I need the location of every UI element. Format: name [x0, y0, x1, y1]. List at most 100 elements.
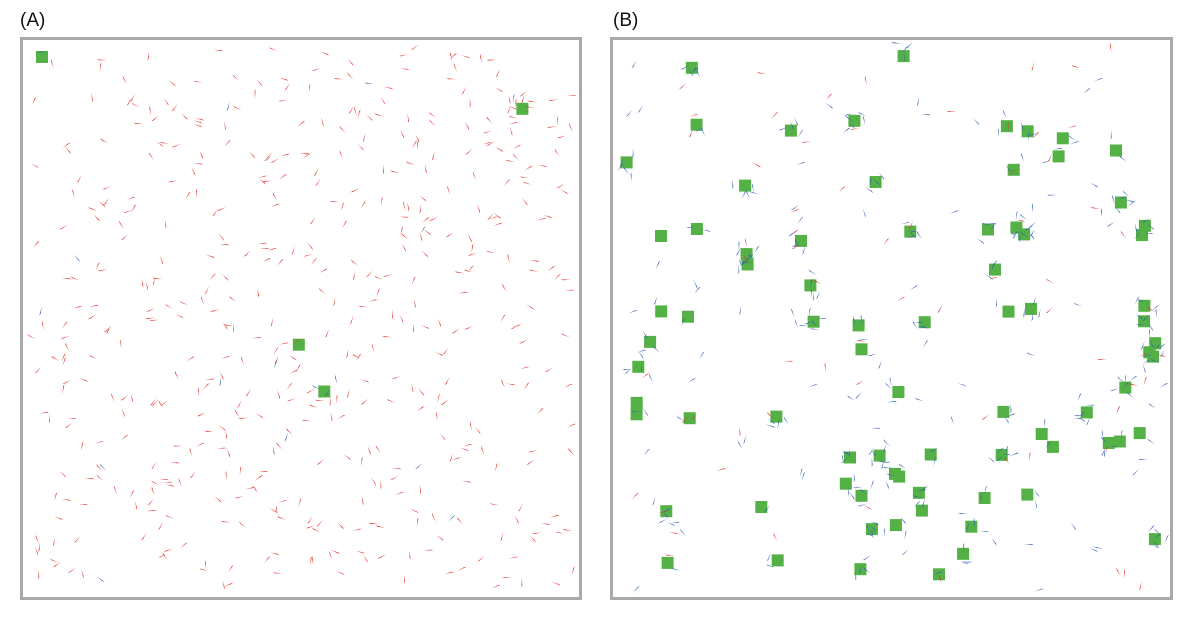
red-agent-icon	[824, 362, 826, 373]
blue-agent-icon	[680, 528, 687, 537]
red-agent-icon	[883, 237, 890, 246]
red-agent-icon	[528, 269, 539, 272]
red-agent-icon	[375, 445, 382, 454]
red-agent-icon	[506, 383, 516, 386]
red-agent-icon	[350, 188, 360, 193]
red-agent-icon	[446, 78, 456, 80]
blue-agent-icon	[763, 504, 771, 513]
green-patch	[915, 504, 928, 517]
red-agent-icon	[501, 379, 505, 389]
red-agent-icon	[657, 511, 668, 513]
red-agent-icon	[529, 260, 540, 263]
red-agent-icon	[517, 503, 524, 512]
red-agent-icon	[331, 550, 340, 555]
red-agent-icon	[61, 321, 69, 329]
green-patch	[892, 386, 905, 398]
green-patch	[661, 556, 674, 569]
blue-agent-icon	[1148, 402, 1156, 409]
red-agent-icon	[225, 470, 227, 481]
blue-agent-icon	[1157, 343, 1166, 351]
blue-agent-icon	[858, 338, 869, 341]
blue-agent-icon	[73, 254, 80, 262]
red-agent-icon	[278, 99, 288, 102]
red-agent-icon	[376, 288, 380, 298]
red-agent-icon	[258, 178, 266, 185]
red-agent-icon	[362, 554, 368, 563]
red-agent-icon	[318, 287, 326, 295]
red-agent-icon	[94, 441, 105, 444]
blue-agent-icon	[1155, 308, 1157, 319]
blue-agent-icon	[995, 298, 997, 308]
blue-agent-icon	[693, 280, 698, 290]
blue-agent-icon	[857, 503, 867, 507]
blue-agent-icon	[976, 238, 985, 245]
red-agent-icon	[514, 515, 519, 525]
red-agent-icon	[423, 549, 434, 551]
blue-agent-icon	[813, 291, 814, 301]
red-agent-icon	[771, 111, 779, 119]
red-agent-icon	[347, 72, 354, 80]
blue-agent-icon	[738, 240, 740, 251]
blue-agent-icon	[623, 166, 629, 175]
blue-agent-icon	[637, 104, 644, 114]
red-agent-icon	[486, 116, 493, 124]
blue-agent-icon	[910, 231, 917, 240]
red-agent-icon	[394, 492, 405, 496]
red-agent-icon	[403, 201, 406, 211]
blue-agent-icon	[808, 307, 811, 318]
red-agent-icon	[487, 212, 494, 221]
green-patch	[755, 501, 768, 513]
red-agent-icon	[1015, 219, 1026, 222]
red-agent-icon	[458, 291, 468, 294]
green-patch	[1007, 163, 1020, 176]
red-agent-icon	[424, 164, 427, 174]
blue-agent-icon	[799, 467, 803, 478]
red-agent-icon	[346, 348, 349, 359]
red-agent-icon	[564, 289, 575, 291]
blue-agent-icon	[884, 527, 885, 538]
blue-agent-icon	[917, 489, 927, 492]
blue-agent-icon	[1127, 200, 1136, 207]
red-agent-icon	[316, 458, 325, 465]
red-agent-icon	[399, 216, 409, 218]
blue-agent-icon	[361, 456, 363, 467]
red-agent-icon	[1007, 122, 1009, 132]
green-patch	[740, 248, 753, 261]
green-patch	[1143, 346, 1156, 359]
blue-agent-icon	[1019, 213, 1028, 220]
red-agent-icon	[678, 82, 687, 90]
blue-agent-icon	[933, 571, 943, 575]
blue-agent-icon	[1149, 340, 1154, 349]
red-agent-icon	[277, 515, 286, 520]
blue-agent-icon	[1047, 194, 1057, 196]
red-agent-icon	[495, 146, 504, 153]
green-patch	[855, 489, 868, 502]
red-agent-icon	[297, 120, 306, 127]
red-agent-icon	[404, 574, 406, 585]
green-patch	[989, 263, 1001, 276]
red-agent-icon	[232, 74, 240, 82]
blue-agent-icon	[1006, 413, 1016, 418]
red-agent-icon	[291, 246, 295, 256]
red-agent-icon	[365, 270, 373, 278]
blue-agent-icon	[980, 490, 983, 500]
red-agent-icon	[390, 170, 400, 174]
red-agent-icon	[515, 98, 517, 109]
red-agent-icon	[279, 77, 289, 81]
blue-agent-icon	[863, 115, 866, 126]
red-agent-icon	[309, 216, 316, 225]
red-agent-icon	[280, 153, 290, 157]
red-agent-icon	[60, 335, 70, 339]
blue-agent-icon	[752, 183, 754, 193]
blue-agent-icon	[1164, 534, 1169, 544]
red-agent-icon	[500, 314, 506, 323]
red-agent-icon	[329, 550, 333, 561]
red-agent-icon	[825, 93, 833, 101]
red-agent-icon	[544, 367, 554, 373]
blue-agent-icon	[809, 328, 820, 330]
red-agent-icon	[198, 387, 200, 398]
blue-agent-icon	[808, 269, 817, 275]
blue-agent-icon	[1070, 141, 1080, 145]
red-agent-icon	[399, 68, 410, 70]
red-agent-icon	[1120, 230, 1127, 239]
